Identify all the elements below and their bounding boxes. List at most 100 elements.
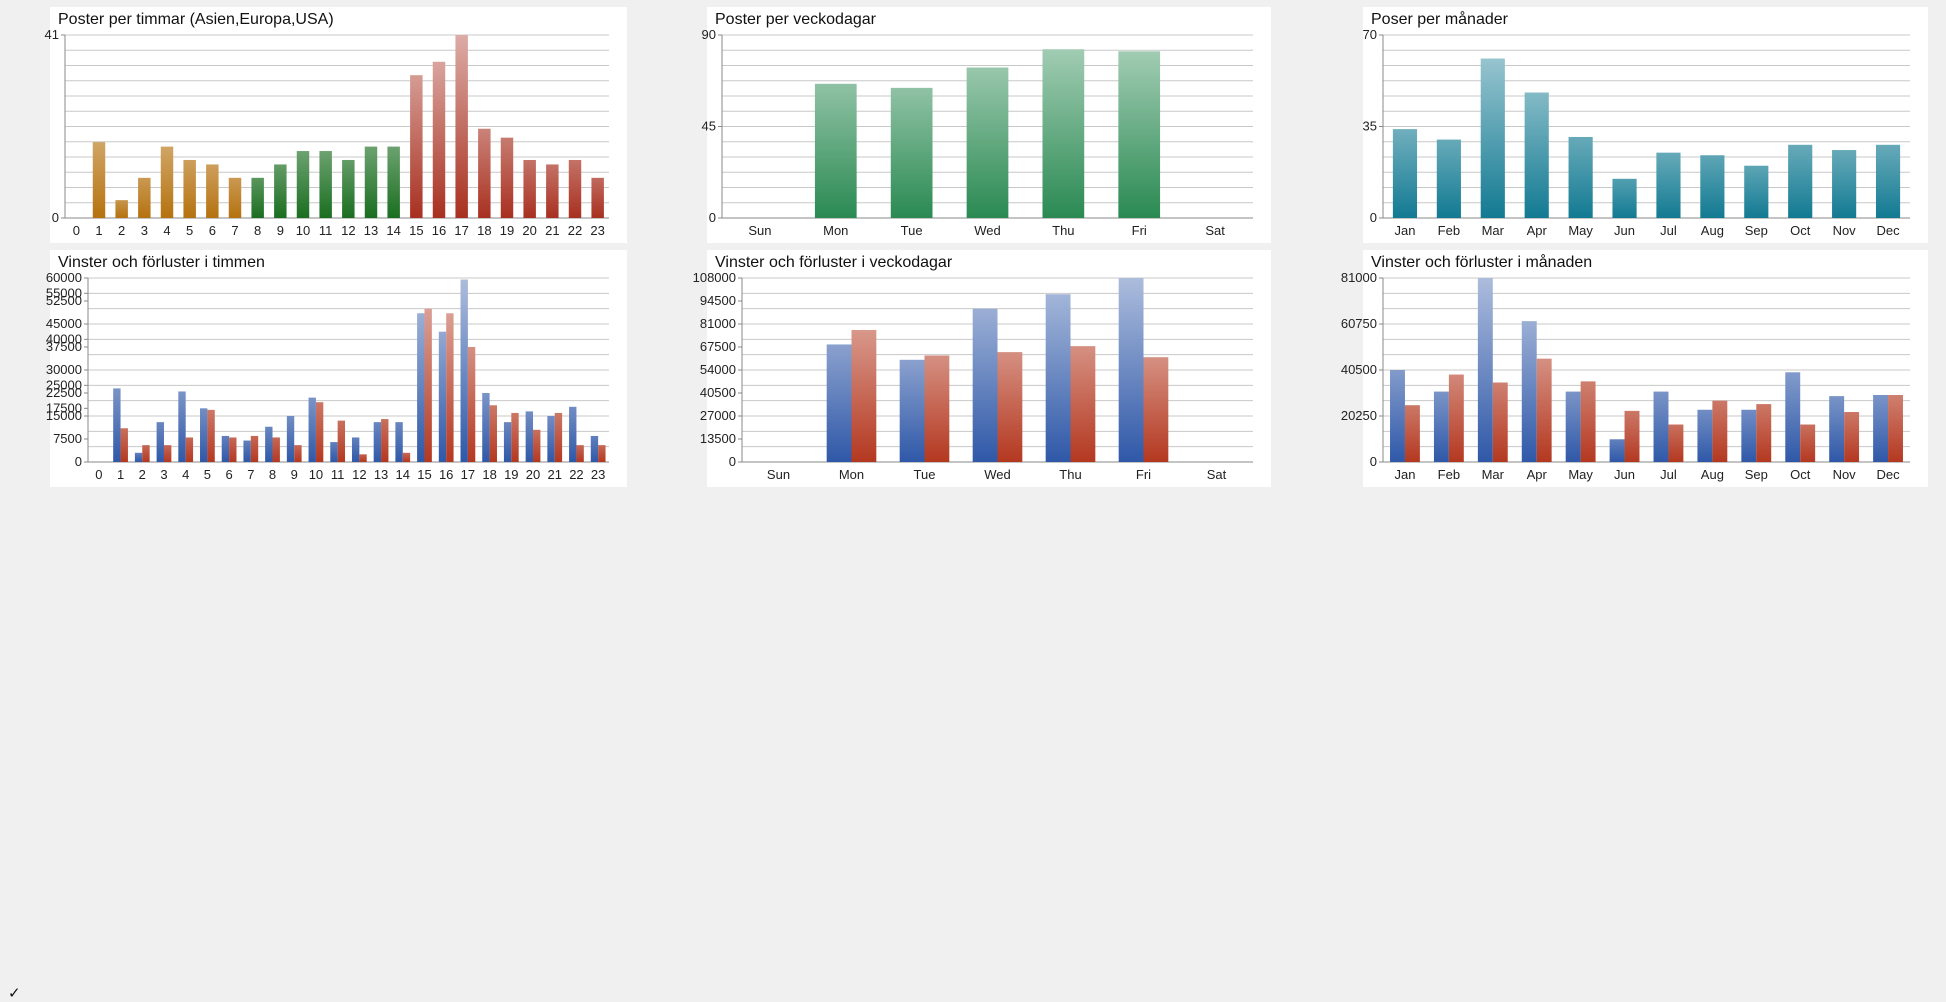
x-tick-label: Wed <box>974 223 1001 238</box>
bar <box>1480 58 1505 219</box>
x-tick-label: 18 <box>477 223 491 238</box>
y-tick-label: 108000 <box>693 270 736 285</box>
bar-series-1 <box>265 426 273 462</box>
bar-series-1 <box>395 422 403 462</box>
bar-series-2 <box>467 347 476 462</box>
x-tick-label: 8 <box>269 467 276 482</box>
bar-series-1 <box>590 435 599 462</box>
bar <box>1436 139 1461 218</box>
x-tick-label: 3 <box>160 467 167 482</box>
x-tick-label: 15 <box>409 223 423 238</box>
x-tick-label: 17 <box>461 467 475 482</box>
bar-series-2 <box>1888 394 1903 462</box>
x-tick-label: Jul <box>1660 467 1677 482</box>
bar-series-2 <box>1624 410 1640 462</box>
bar-series-1 <box>156 422 164 462</box>
x-tick-label: 9 <box>277 223 284 238</box>
bar-series-1 <box>113 388 121 462</box>
bar-series-1 <box>503 422 512 462</box>
bar-series-1 <box>569 406 577 462</box>
chart-winloss-hour: Vinster och förluster i timmen 0 7500 15000… <box>46 250 627 487</box>
x-tick-label: 0 <box>95 467 102 482</box>
charts-canvas: Poster per timmar (Asien,Europa,USA)0410… <box>45 7 1928 487</box>
x-tick-label: 1 <box>95 223 102 238</box>
x-tick-label: 19 <box>504 467 518 482</box>
y-tick-label: 7500 <box>53 431 82 446</box>
bar-series-2 <box>1712 400 1728 462</box>
bar-series-2 <box>163 445 172 462</box>
bar <box>160 146 174 218</box>
x-tick-label: Jun <box>1614 223 1635 238</box>
bar <box>591 177 604 218</box>
y-tick-label: 37500 <box>46 339 82 354</box>
x-tick-label: Mon <box>839 467 864 482</box>
x-tick-label: 2 <box>118 223 125 238</box>
bar <box>1832 150 1857 218</box>
bar-series-2 <box>446 313 454 462</box>
bar <box>1788 144 1813 218</box>
y-tick-label: 40500 <box>700 385 736 400</box>
bar-series-1 <box>1477 278 1493 462</box>
y-tick-label: 54000 <box>700 362 736 377</box>
bar-series-1 <box>286 416 295 462</box>
bar <box>115 200 128 218</box>
bar <box>432 61 446 218</box>
x-tick-label: Fri <box>1132 223 1147 238</box>
x-tick-label: 4 <box>182 467 189 482</box>
x-tick-label: Apr <box>1527 467 1548 482</box>
bar-series-1 <box>308 397 316 462</box>
x-tick-label: Thu <box>1052 223 1074 238</box>
x-tick-label: Fri <box>1136 467 1151 482</box>
bar <box>1118 51 1161 219</box>
bar-series-2 <box>337 420 346 462</box>
bar-series-1 <box>1829 396 1845 462</box>
bar <box>890 87 933 218</box>
x-tick-label: Dec <box>1876 467 1900 482</box>
x-tick-label: Jun <box>1614 467 1635 482</box>
bar-series-2 <box>1143 357 1169 462</box>
y-tick-label: 41 <box>45 27 59 42</box>
x-tick-label: Mon <box>823 223 848 238</box>
y-tick-label: 30000 <box>46 362 82 377</box>
x-tick-label: Nov <box>1833 223 1857 238</box>
y-tick-label: 25000 <box>46 377 82 392</box>
y-tick-label: 70 <box>1363 27 1377 42</box>
bar-series-2 <box>997 352 1023 462</box>
bar <box>319 151 332 218</box>
x-tick-label: 20 <box>526 467 540 482</box>
bar <box>966 67 1009 219</box>
bar <box>387 146 400 218</box>
bar-series-1 <box>134 452 143 462</box>
bar-series-1 <box>1433 391 1449 462</box>
bar <box>523 159 536 218</box>
x-tick-label: Mar <box>1482 467 1505 482</box>
bar <box>1524 92 1549 218</box>
bar-series-2 <box>1448 374 1464 462</box>
bar-series-1 <box>221 435 230 462</box>
x-tick-label: 11 <box>331 467 345 482</box>
x-tick-label: 22 <box>569 467 583 482</box>
bar-series-1 <box>972 308 998 462</box>
chart-posts-hour: Poster per timmar (Asien,Europa,USA)0410… <box>45 7 627 243</box>
x-tick-label: Sun <box>748 223 771 238</box>
y-tick-label: 81000 <box>700 316 736 331</box>
chart-title: Vinster och förluster i timmen <box>58 254 265 271</box>
x-tick-label: 14 <box>396 467 410 482</box>
bar-series-2 <box>598 445 606 462</box>
bar-series-1 <box>899 359 925 462</box>
x-tick-label: Sep <box>1745 467 1768 482</box>
bar-series-1 <box>1697 409 1713 462</box>
chart-title: Vinster och förluster i veckodagar <box>715 254 953 271</box>
x-tick-label: 13 <box>364 223 378 238</box>
bar <box>138 177 151 218</box>
bar-series-2 <box>576 445 584 462</box>
chart-title: Vinster och förluster i månaden <box>1371 253 1592 271</box>
bar <box>455 35 468 218</box>
checkmark-icon: ✓ <box>8 984 21 1002</box>
chart-title: Poster per veckodagar <box>715 11 877 28</box>
x-tick-label: 16 <box>439 467 453 482</box>
x-tick-label: May <box>1568 223 1593 238</box>
y-tick-label: 52500 <box>46 293 82 308</box>
chart-title: Poser per månader <box>1371 10 1509 28</box>
bar <box>1700 155 1725 218</box>
